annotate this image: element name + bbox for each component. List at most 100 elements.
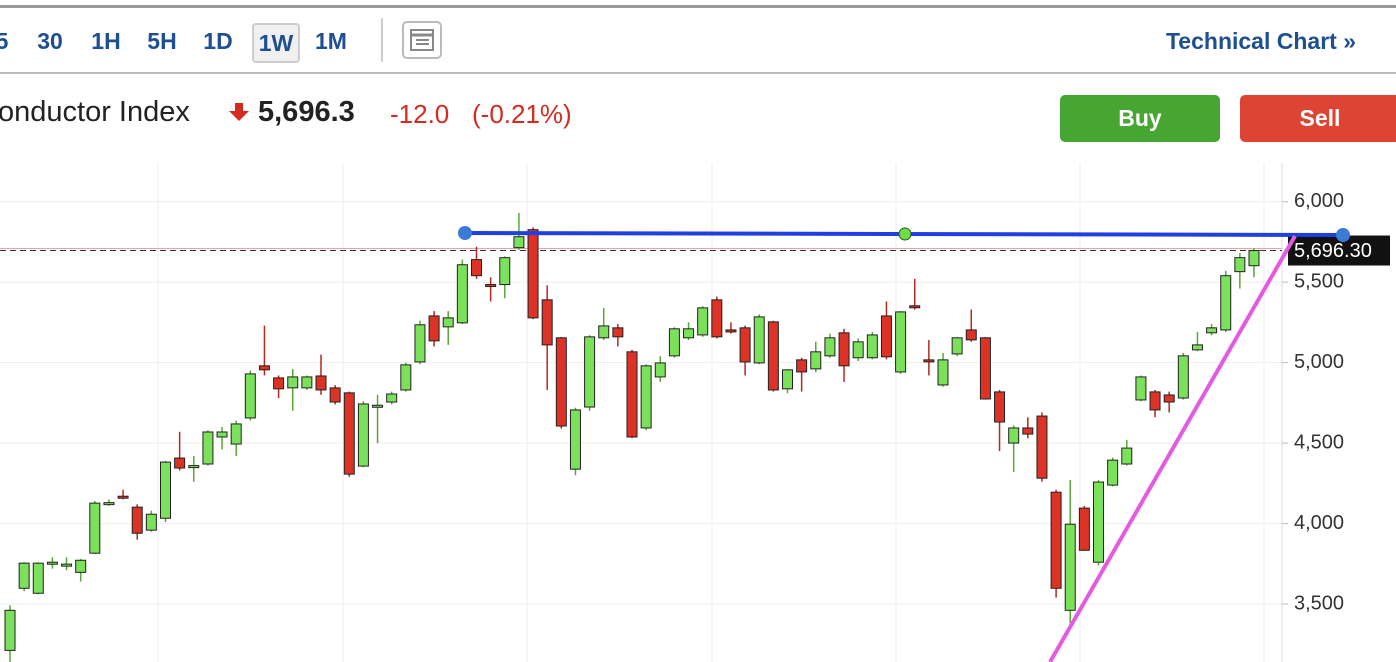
- timeframe-button[interactable]: 1H: [91, 28, 121, 54]
- candle-body: [456, 264, 468, 324]
- candle-body: [838, 332, 850, 367]
- layout-icon[interactable]: [402, 21, 442, 59]
- candle-body: [824, 337, 836, 357]
- candle-body: [683, 328, 695, 339]
- candle-body: [866, 334, 878, 359]
- y-tick-label: 4,500: [1294, 431, 1344, 453]
- candle-body: [753, 316, 765, 364]
- timeframe-button[interactable]: 1D: [203, 28, 233, 54]
- candle-body: [1022, 427, 1034, 435]
- candle-body: [471, 259, 482, 277]
- candle-body: [994, 391, 1006, 423]
- candle-body: [1093, 481, 1104, 563]
- candle-body: [1078, 507, 1090, 551]
- candle-body: [1135, 376, 1147, 401]
- candle-body: [923, 359, 935, 363]
- candle-body: [513, 236, 525, 249]
- candle-body: [428, 315, 440, 342]
- candle-body: [584, 336, 596, 408]
- candle-body: [343, 392, 355, 475]
- timeframe-button[interactable]: 30: [37, 28, 63, 54]
- change: -12.0: [390, 99, 450, 129]
- y-tick-label: 3,500: [1294, 592, 1344, 614]
- candle-body: [937, 359, 949, 386]
- candle-body: [1248, 250, 1260, 267]
- candle-body: [1107, 459, 1119, 486]
- candle-body: [485, 284, 497, 288]
- candle-body: [160, 461, 171, 519]
- candle-body: [541, 299, 553, 346]
- down-arrow: [229, 103, 249, 121]
- candle-body: [1234, 257, 1246, 273]
- timeframe-button[interactable]: 5H: [147, 28, 177, 54]
- candle-body: [4, 609, 16, 651]
- trend-line-rising: [1048, 235, 1297, 662]
- sell-button[interactable]: Sell: [1240, 95, 1396, 142]
- separator: [381, 18, 383, 62]
- candle-body: [372, 404, 384, 408]
- candle-body: [598, 325, 610, 339]
- candle-body: [697, 307, 709, 336]
- candle-body: [46, 561, 58, 565]
- candle-body: [1163, 394, 1175, 403]
- candle-body: [1036, 415, 1048, 479]
- candle-body: [386, 393, 398, 403]
- candle-body: [668, 328, 680, 357]
- candle-body: [810, 351, 822, 370]
- candle-body: [1191, 344, 1203, 351]
- candle-body: [287, 376, 299, 389]
- candle-body: [117, 495, 129, 499]
- mid-point: [898, 227, 912, 241]
- candle-body: [400, 364, 412, 391]
- candle-body: [725, 329, 737, 333]
- candle-body: [32, 562, 44, 594]
- candle-body: [979, 337, 991, 400]
- candle-body: [499, 257, 511, 286]
- timeframe-button[interactable]: 1W: [252, 23, 300, 63]
- candle-body: [895, 311, 907, 373]
- candle-body: [1149, 391, 1161, 411]
- candle-body: [89, 502, 101, 554]
- timeframe-button[interactable]: 5: [0, 28, 9, 54]
- candle-body: [258, 365, 270, 371]
- candle-body: [1050, 491, 1062, 589]
- candle-body: [852, 341, 864, 359]
- candle-body: [965, 329, 977, 341]
- change-percent: (-0.21%): [472, 99, 572, 129]
- candle-body: [131, 506, 143, 534]
- candle-body: [880, 315, 892, 358]
- candle-body: [1206, 327, 1218, 334]
- candle-body: [442, 317, 454, 328]
- candle-body: [1008, 427, 1020, 444]
- y-tick-label: 5,500: [1294, 270, 1344, 292]
- candle-body: [1121, 447, 1133, 465]
- icon-graphic: [410, 29, 434, 51]
- anchor-point: [1336, 228, 1350, 242]
- buy-button[interactable]: Buy: [1060, 95, 1220, 142]
- candle-body: [569, 409, 581, 470]
- candle-body: [626, 351, 638, 438]
- candle-body: [909, 305, 921, 309]
- candle-body: [1064, 523, 1076, 611]
- y-tick-label: 4,000: [1294, 512, 1344, 534]
- candle-body: [782, 369, 793, 390]
- candle-body: [951, 337, 963, 355]
- y-tick-label: 5,000: [1294, 351, 1344, 373]
- y-tick-label: 6,000: [1294, 190, 1344, 212]
- candle-body: [1177, 355, 1189, 399]
- toolbar: Technical Chart » 5 30 1H 5H 1D 1W 1M: [0, 5, 1396, 74]
- candle-body: [18, 562, 30, 589]
- candle-body: [640, 365, 652, 429]
- candle-body: [414, 324, 426, 363]
- timeframe-button[interactable]: 1M: [315, 28, 347, 54]
- anchor-point: [458, 226, 472, 240]
- candle-body: [739, 327, 751, 363]
- candle-body: [244, 373, 256, 419]
- technical-chart-link[interactable]: Technical Chart »: [1165, 28, 1356, 54]
- candle-body: [188, 465, 200, 469]
- candle-body: [612, 327, 624, 338]
- candle-body: [75, 559, 87, 573]
- candle-body: [216, 431, 228, 438]
